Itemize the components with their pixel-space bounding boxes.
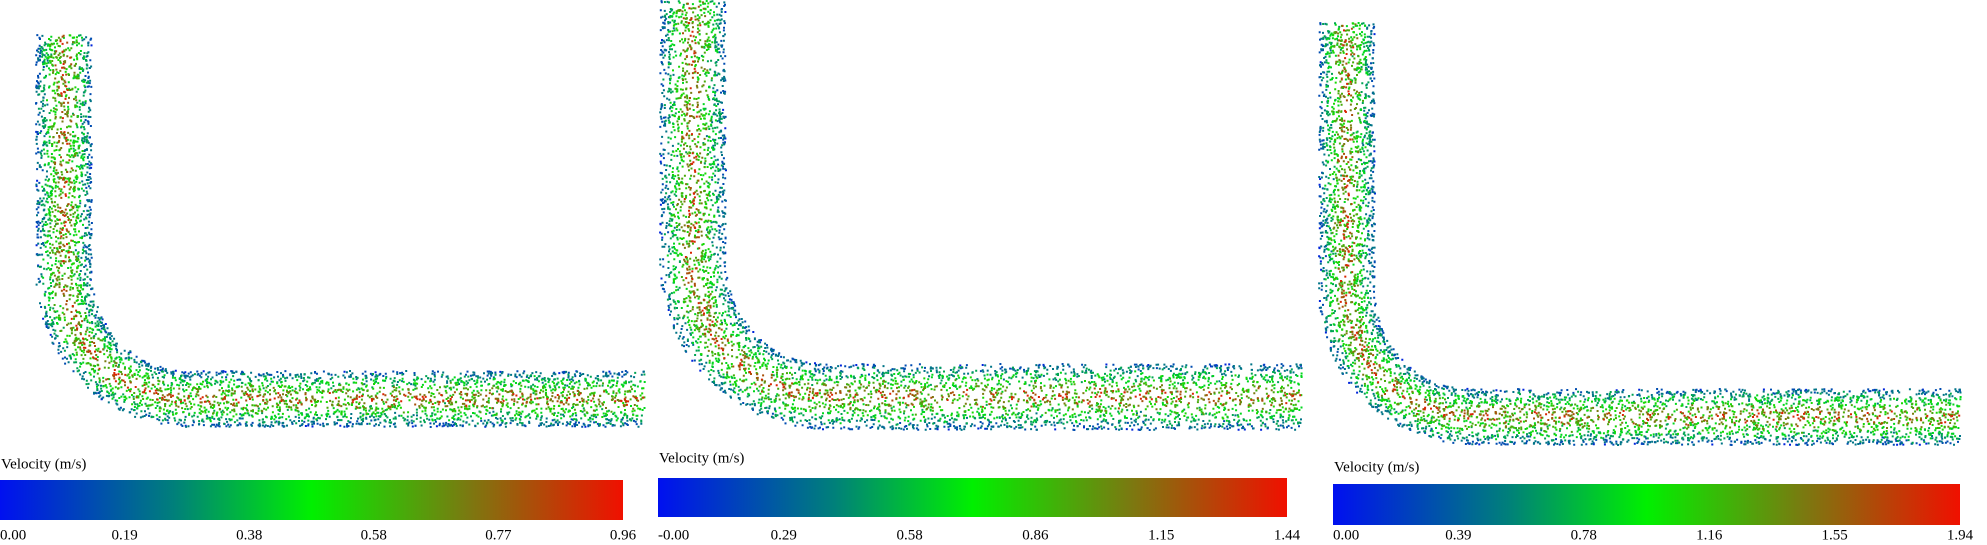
colorbar-tick-label: 0.00 (0, 527, 26, 543)
particles (1327, 22, 1961, 437)
particles (1337, 24, 1955, 428)
particles (51, 38, 636, 413)
colorbar-tick-label: 1.16 (1696, 527, 1723, 543)
particles (1330, 24, 1958, 434)
colorbar-tick-label: 1.44 (1274, 527, 1301, 543)
colorbar-tick-label: 0.58 (361, 527, 387, 543)
colorbar (658, 478, 1287, 517)
colorbar-tick-label: 0.86 (1022, 527, 1049, 543)
particles (1318, 33, 1961, 446)
particles (58, 40, 645, 407)
colorbar-tick-label: 0.38 (236, 527, 262, 543)
particles (670, 0, 1303, 420)
particles (1320, 22, 1960, 444)
particles (35, 34, 645, 428)
particles (681, 2, 1296, 410)
colorbar-tick-label: 0.19 (111, 527, 137, 543)
colorbar-tick-label: 0.77 (485, 527, 512, 543)
particles (35, 44, 614, 428)
particles (1318, 22, 1962, 447)
colorbar-tick-label: 1.94 (1947, 527, 1974, 543)
colorbar-tick-label: 0.29 (771, 527, 797, 543)
colorbar-tick-label: 0.00 (1333, 527, 1359, 543)
colorbar-tick-label: 0.39 (1445, 527, 1471, 543)
particles (1333, 23, 1959, 430)
particles (37, 34, 646, 426)
particles (661, 0, 1301, 429)
colorbar-tick-label: 0.96 (610, 527, 637, 543)
colorbar-tick-label: 0.58 (896, 527, 922, 543)
particles (35, 34, 645, 428)
colorbar-label: Velocity (m/s) (659, 450, 744, 466)
colorbar-label: Velocity (m/s) (1334, 459, 1419, 475)
colorbar (1333, 484, 1960, 525)
particles (1318, 22, 1961, 446)
particles (48, 36, 644, 416)
colorbar-label: Velocity (m/s) (1, 456, 86, 472)
colorbar (0, 480, 623, 520)
colorbar-tick-label: -0.00 (658, 527, 689, 543)
particles (673, 2, 1297, 417)
colorbar-tick-label: 0.78 (1571, 527, 1597, 543)
particles (41, 35, 646, 423)
particles (1324, 22, 1962, 441)
colorbar-tick-label: 1.15 (1148, 527, 1174, 543)
particles (683, 7, 1302, 405)
particles (1339, 29, 1961, 424)
particles (666, 0, 1303, 425)
colorbar-tick-label: 1.55 (1821, 527, 1847, 543)
particles (54, 34, 640, 410)
